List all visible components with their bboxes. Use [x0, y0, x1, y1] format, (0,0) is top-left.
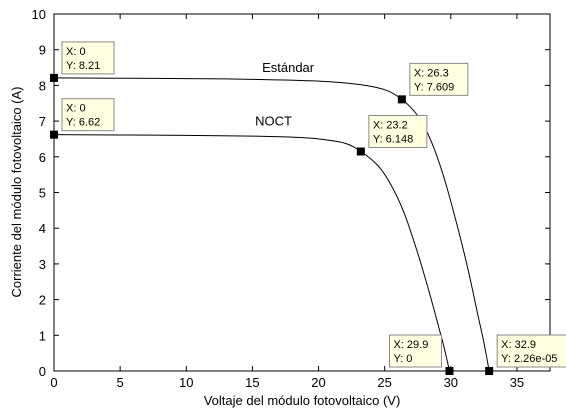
datatip-y-text: Y: 2.26e-05: [501, 353, 557, 365]
x-tick-label: 0: [50, 375, 57, 390]
x-tick-label: 20: [311, 375, 325, 390]
y-tick-label: 2: [39, 293, 46, 308]
datatip-y-text: Y: 6.62: [66, 117, 100, 129]
y-tick-label: 9: [39, 43, 46, 58]
datatip-marker[interactable]: [50, 130, 58, 139]
datatip-marker[interactable]: [445, 367, 454, 375]
datatip-x-text: X: 0: [66, 46, 86, 58]
x-tick-label: 35: [510, 375, 524, 390]
y-tick-label: 3: [39, 257, 46, 272]
datatip-y-text: Y: 0: [393, 353, 412, 365]
datatip-x-text: X: 0: [66, 103, 86, 115]
x-axis-label: Voltaje del módulo fotovoltaico (V): [204, 393, 401, 408]
series-line-1: [53, 134, 450, 372]
datatip[interactable]: X: 26.3 Y: 7.609: [397, 62, 469, 104]
y-tick-label: 6: [39, 150, 46, 165]
datatip-box: [388, 334, 442, 368]
series-label: Estándar: [262, 60, 315, 75]
datatip-box: [496, 334, 566, 368]
y-tick-label: 1: [39, 328, 46, 343]
datatip-y-text: Y: 7.609: [414, 81, 454, 93]
series-label: NOCT: [255, 113, 292, 128]
tips-layer: X: 0Y: 8.21X: 0Y: 6.62X: 26.3Y: 7.609X: …: [50, 41, 566, 375]
y-tick-label: 10: [32, 7, 46, 22]
datatip-y-text: Y: 8.21: [66, 60, 100, 72]
y-tick-label: 8: [39, 78, 46, 93]
y-tick-label: 0: [39, 364, 46, 379]
datatip-box: [368, 115, 428, 149]
labels-layer: Estándar NOCT: [255, 60, 315, 129]
datatip[interactable]: X: 0 Y: 6.62: [50, 98, 115, 139]
y-tick-label: 4: [39, 221, 46, 236]
datatip-marker[interactable]: [50, 73, 58, 82]
datatip-x-text: X: 29.9: [393, 339, 428, 351]
x-tick-label: 25: [377, 375, 391, 390]
y-tick-label: 7: [39, 114, 46, 129]
datatip-marker[interactable]: [397, 95, 406, 104]
y-tick-label: 5: [39, 186, 46, 201]
datatip-x-text: X: 23.2: [373, 120, 408, 132]
datatip-box: [61, 98, 115, 132]
y-axis-label: Corriente del módulo fotovoltaico (A): [9, 87, 24, 298]
datatip[interactable]: X: 29.9 Y: 0: [388, 334, 454, 375]
datatip[interactable]: X: 32.9 Y: 2.26e-05: [485, 334, 566, 375]
datatip-box: [409, 62, 469, 96]
datatip[interactable]: X: 23.2 Y: 6.148: [356, 115, 428, 156]
x-tick-label: 5: [117, 375, 124, 390]
ticks-layer: 0 5 10 15 20 25 30 35 0 1 2 3 4 5 6 7 8 9 10: [32, 7, 550, 390]
x-tick-label: 10: [179, 375, 193, 390]
datatip-y-text: Y: 6.148: [373, 134, 413, 146]
datatip-marker[interactable]: [356, 147, 365, 156]
series-layer: [53, 77, 490, 372]
x-tick-label: 30: [444, 375, 458, 390]
datatip-x-text: X: 26.3: [414, 67, 449, 79]
datatip-marker[interactable]: [485, 366, 494, 375]
datatip[interactable]: X: 0 Y: 8.21: [50, 41, 115, 82]
datatip-x-text: X: 32.9: [501, 339, 536, 351]
series-line-0: [53, 77, 490, 372]
x-tick-label: 15: [245, 375, 259, 390]
datatip-box: [61, 41, 115, 75]
